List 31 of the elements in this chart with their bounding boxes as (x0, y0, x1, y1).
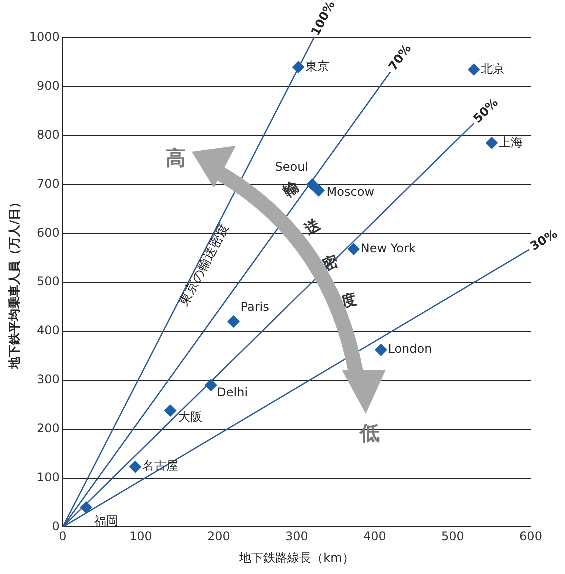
annotation: 東京 (306, 59, 330, 74)
x-axis-title: 地下鉄路線長（km） (238, 550, 354, 565)
y-axis-title: 地下鉄平均乗車人員（万人/日） (7, 196, 22, 370)
annotation: Delhi (217, 385, 248, 400)
annotation: 福岡 (94, 514, 118, 528)
y-tick-label: 700 (37, 176, 60, 191)
y-tick-label: 500 (37, 274, 60, 289)
y-tick-label: 0 (52, 519, 60, 534)
x-tick-label: 600 (520, 530, 542, 544)
x-tick-label: 100 (129, 530, 152, 544)
annotation: London (388, 342, 432, 356)
annotation: Seoul (275, 160, 309, 174)
y-tick-label: 600 (37, 226, 60, 240)
annotation: 大阪 (178, 410, 203, 424)
x-tick-label: 400 (364, 530, 386, 544)
annotation: 上海 (498, 135, 523, 150)
annotation: 北京 (481, 62, 506, 76)
y-tick-label: 900 (37, 79, 60, 94)
y-tick-label: 300 (37, 372, 60, 387)
x-tick-label: 300 (286, 530, 308, 544)
annotation: Moscow (326, 184, 375, 199)
x-tick-label: 200 (208, 530, 230, 544)
y-tick-label: 800 (37, 128, 60, 142)
annotation: Paris (240, 300, 270, 314)
annotation: 高 (166, 146, 186, 170)
x-tick-label: 500 (442, 530, 464, 544)
y-tick-label: 400 (37, 324, 60, 338)
y-tick-label: 200 (37, 421, 60, 436)
y-tick-label: 100 (37, 470, 60, 484)
y-tick-label: 1000 (29, 30, 60, 44)
annotation: New York (360, 241, 416, 256)
